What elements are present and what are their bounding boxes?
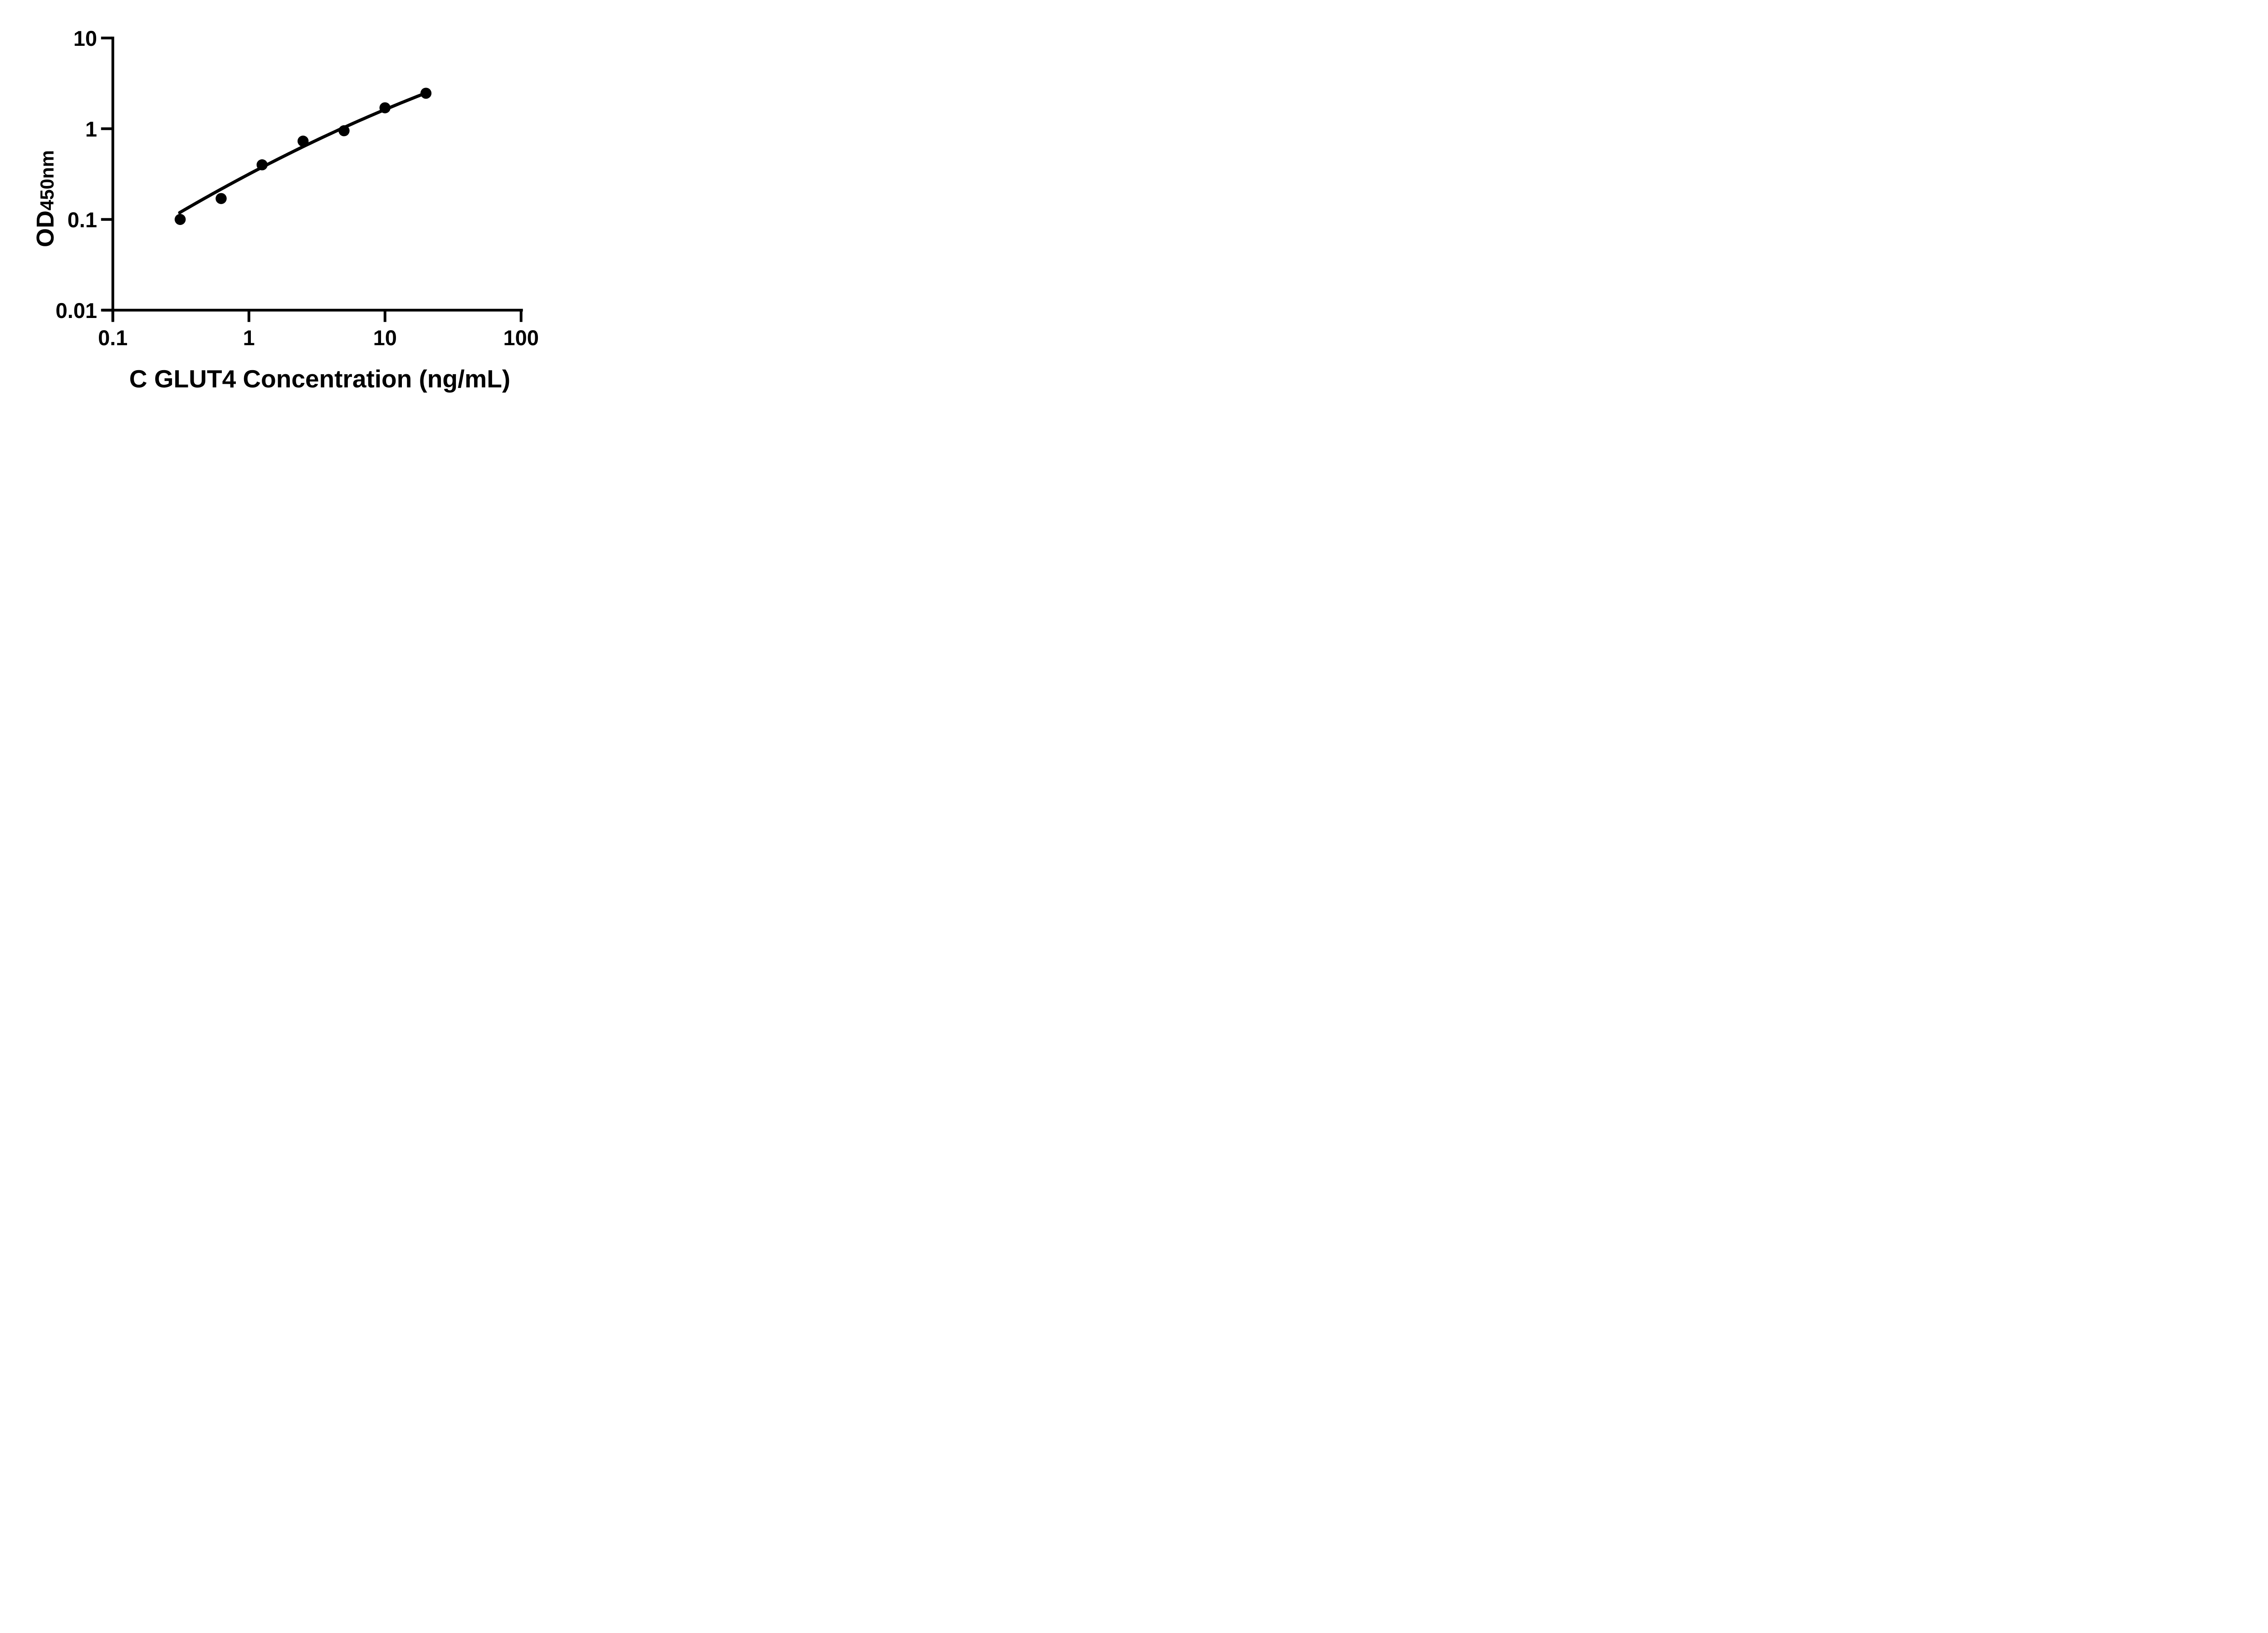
- data-point-3: [256, 159, 268, 171]
- y-axis-title-main: OD: [32, 210, 59, 247]
- x-axis-line: [102, 308, 523, 312]
- x-axis-title: C GLUT4 Concentration (ng/mL): [129, 365, 510, 393]
- x-tick-10: [383, 311, 386, 322]
- data-point-1: [175, 214, 186, 225]
- y-tick-1: [101, 127, 112, 130]
- x-tick-100: [519, 311, 523, 322]
- x-tick-1: [247, 311, 250, 322]
- figure-canvas: 0.1 1 10 100 0.01 0.1 1 10 C GLUT4 Concentratio…: [0, 0, 583, 408]
- y-axis-title-sub: 450nm: [36, 150, 58, 210]
- data-point-2: [215, 193, 227, 204]
- data-point-5: [338, 125, 350, 137]
- y-tick-10: [101, 36, 112, 39]
- x-tick-label-100: 100: [503, 326, 539, 350]
- data-point-7: [420, 88, 432, 99]
- x-tick-label-0.1: 0.1: [98, 326, 127, 350]
- x-tick-label-10: 10: [373, 326, 397, 350]
- y-axis-line: [111, 36, 114, 321]
- y-tick-0.01: [101, 308, 112, 312]
- y-axis-title: OD450nm: [32, 150, 59, 247]
- x-tick-label-1: 1: [243, 326, 255, 350]
- y-tick-label-1: 1: [85, 117, 97, 141]
- y-tick-0.1: [101, 218, 112, 221]
- x-tick-0.1: [111, 311, 114, 322]
- y-tick-label-0.1: 0.1: [68, 208, 97, 232]
- data-point-4: [297, 135, 309, 147]
- data-point-6: [379, 102, 391, 113]
- y-tick-label-10: 10: [73, 26, 97, 50]
- plot-layer: [175, 88, 432, 225]
- y-tick-label-0.01: 0.01: [56, 298, 97, 323]
